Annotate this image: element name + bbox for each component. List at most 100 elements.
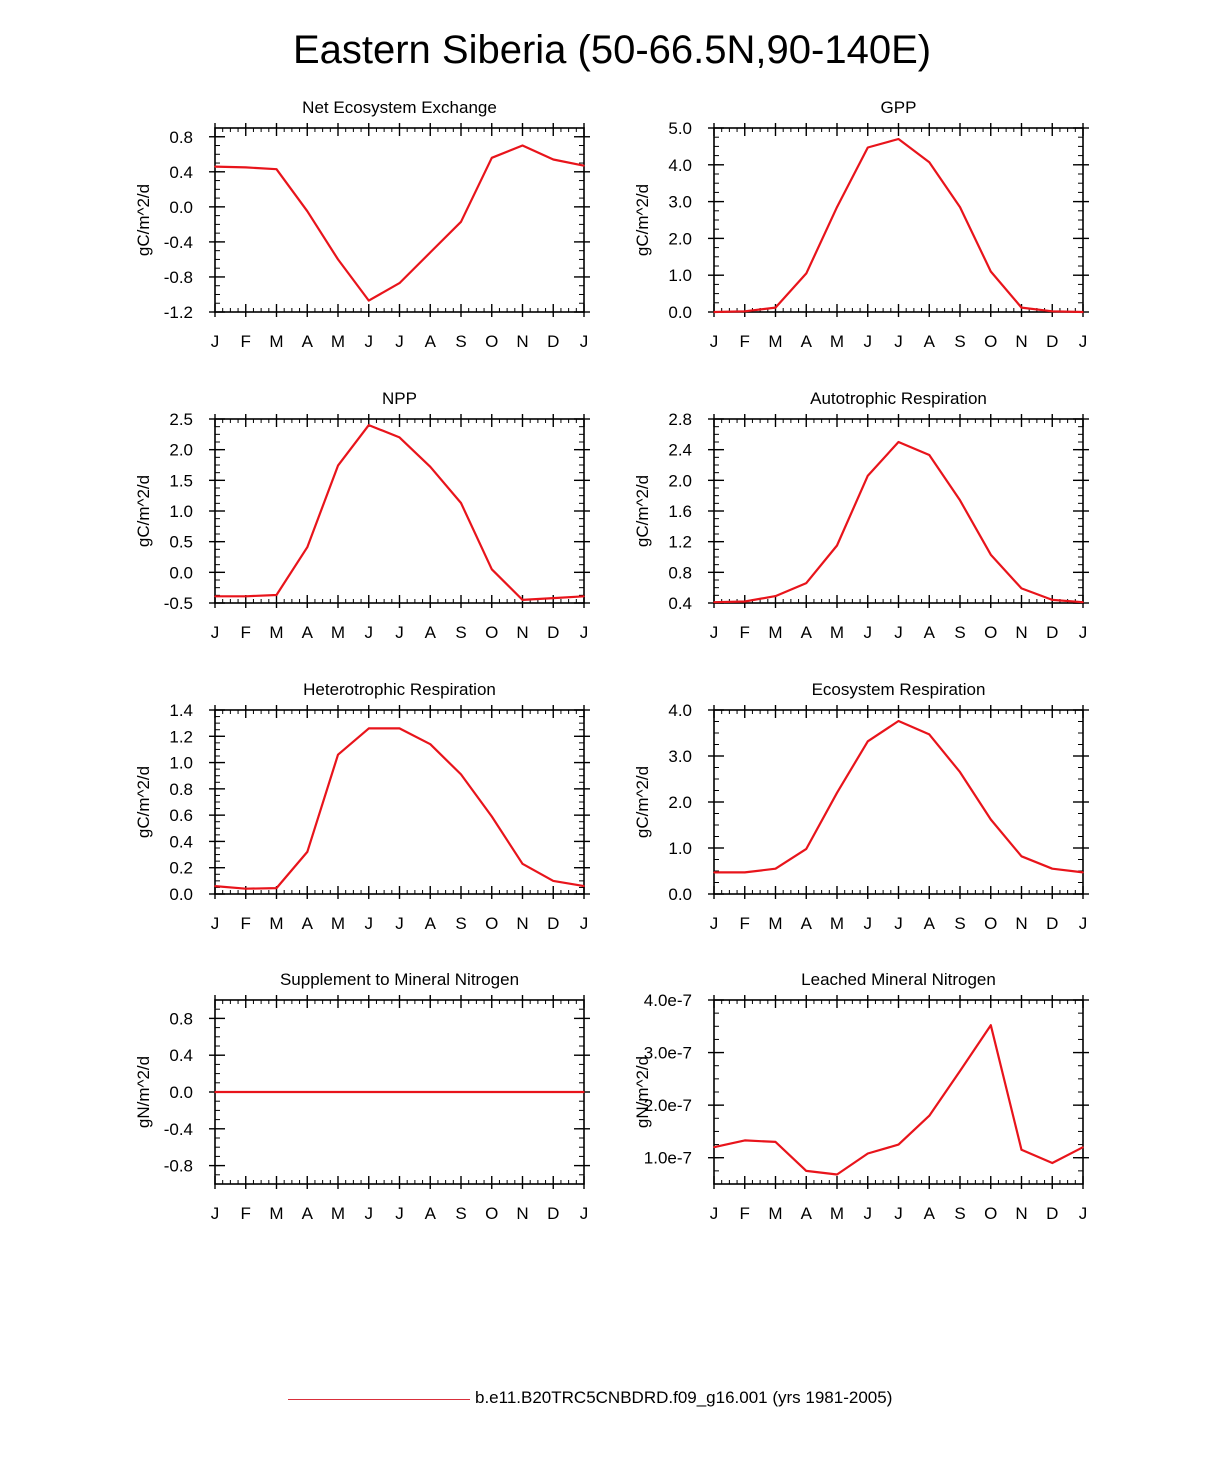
x-tick-label: A bbox=[924, 623, 936, 642]
data-point bbox=[490, 568, 493, 571]
y-tick-label: 3.0e-7 bbox=[644, 1044, 692, 1063]
y-tick-label: 2.0 bbox=[668, 229, 692, 248]
x-tick-label: J bbox=[1079, 332, 1088, 351]
y-tick-label: -0.8 bbox=[164, 268, 193, 287]
page-title: Eastern Siberia (50-66.5N,90-140E) bbox=[292, 28, 932, 72]
data-point bbox=[897, 138, 900, 140]
x-tick-label: M bbox=[269, 332, 283, 351]
y-tick-label: 1.2 bbox=[169, 727, 193, 746]
y-tick-label: 0.8 bbox=[169, 780, 193, 799]
x-tick-label: F bbox=[740, 332, 750, 351]
data-point bbox=[836, 1173, 838, 1176]
data-point bbox=[805, 272, 808, 275]
data-point bbox=[713, 871, 715, 874]
data-point bbox=[398, 436, 401, 439]
x-tick-label: O bbox=[485, 623, 498, 642]
data-point bbox=[398, 1091, 401, 1093]
x-tick-label: M bbox=[768, 623, 782, 642]
data-point bbox=[398, 282, 401, 284]
data-point bbox=[337, 464, 339, 467]
y-tick-label: 0.0 bbox=[169, 563, 193, 582]
data-point bbox=[583, 595, 585, 598]
data-point bbox=[1020, 306, 1023, 309]
x-tick-label: J bbox=[211, 1204, 220, 1223]
plot-frame bbox=[713, 127, 1084, 313]
x-tick-label: F bbox=[740, 914, 750, 933]
x-tick-label: M bbox=[269, 1204, 283, 1223]
y-tick-label: 1.0 bbox=[169, 754, 193, 773]
data-point bbox=[928, 161, 931, 164]
data-point bbox=[897, 720, 900, 722]
x-tick-label: J bbox=[211, 623, 220, 642]
data-point bbox=[1082, 601, 1084, 604]
chart-title: Supplement to Mineral Nitrogen bbox=[280, 970, 519, 989]
x-tick-label: J bbox=[864, 332, 873, 351]
x-tick-label: D bbox=[1046, 623, 1058, 642]
data-point bbox=[774, 867, 777, 870]
y-axis-label: gC/m^2/d bbox=[134, 475, 153, 547]
data-point bbox=[836, 206, 838, 208]
chart-title: Leached Mineral Nitrogen bbox=[801, 970, 996, 989]
data-point bbox=[367, 299, 370, 302]
y-tick-label: 1.5 bbox=[169, 471, 193, 490]
x-tick-label: J bbox=[395, 623, 404, 642]
data-point bbox=[989, 1024, 992, 1027]
x-tick-label: S bbox=[954, 914, 965, 933]
x-tick-label: F bbox=[241, 623, 251, 642]
data-point bbox=[460, 773, 462, 776]
y-tick-label: 4.0 bbox=[668, 156, 692, 175]
series-line bbox=[713, 137, 1084, 314]
y-tick-label: 0.4 bbox=[169, 832, 193, 851]
data-point bbox=[713, 601, 715, 604]
chart-title: Heterotrophic Respiration bbox=[303, 680, 496, 699]
data-point bbox=[959, 771, 961, 773]
x-tick-label: S bbox=[455, 623, 466, 642]
data-point bbox=[429, 251, 432, 254]
chart-title: Ecosystem Respiration bbox=[812, 680, 986, 699]
x-tick-label: M bbox=[768, 1204, 782, 1223]
series-line bbox=[215, 424, 585, 602]
y-tick-label: -0.4 bbox=[164, 1120, 193, 1139]
data-point bbox=[866, 1152, 869, 1155]
y-tick-label: 2.0 bbox=[668, 793, 692, 812]
x-tick-label: M bbox=[331, 332, 345, 351]
data-point bbox=[306, 210, 309, 213]
data-point bbox=[367, 424, 370, 426]
x-tick-label: D bbox=[547, 332, 559, 351]
x-tick-label: D bbox=[1046, 1204, 1058, 1223]
x-tick-label: M bbox=[269, 914, 283, 933]
x-tick-label: O bbox=[984, 1204, 997, 1223]
data-point bbox=[774, 1141, 777, 1143]
data-point bbox=[989, 270, 992, 273]
x-tick-label: J bbox=[894, 623, 903, 642]
x-tick-label: J bbox=[894, 332, 903, 351]
x-tick-label: D bbox=[1046, 332, 1058, 351]
data-point bbox=[367, 1091, 370, 1093]
plot-frame bbox=[713, 418, 1084, 604]
data-point bbox=[1082, 311, 1084, 313]
data-point bbox=[805, 582, 808, 584]
data-point bbox=[713, 311, 715, 313]
data-point bbox=[552, 158, 555, 161]
data-point bbox=[866, 146, 869, 149]
x-tick-label: J bbox=[580, 914, 589, 933]
x-tick-label: J bbox=[395, 914, 404, 933]
data-point bbox=[367, 727, 370, 730]
data-point bbox=[1051, 599, 1054, 601]
data-point bbox=[275, 1091, 278, 1093]
y-axis-label: gN/m^2/d bbox=[134, 1056, 153, 1128]
x-tick-label: O bbox=[984, 332, 997, 351]
y-tick-label: 2.5 bbox=[169, 410, 193, 429]
x-tick-label: A bbox=[801, 623, 813, 642]
data-point bbox=[866, 474, 869, 477]
data-point bbox=[743, 1139, 746, 1142]
data-point bbox=[552, 597, 555, 599]
plot-frame bbox=[214, 418, 585, 604]
data-point bbox=[398, 727, 401, 730]
x-tick-label: S bbox=[455, 332, 466, 351]
data-point bbox=[989, 553, 992, 556]
data-point bbox=[275, 594, 278, 596]
